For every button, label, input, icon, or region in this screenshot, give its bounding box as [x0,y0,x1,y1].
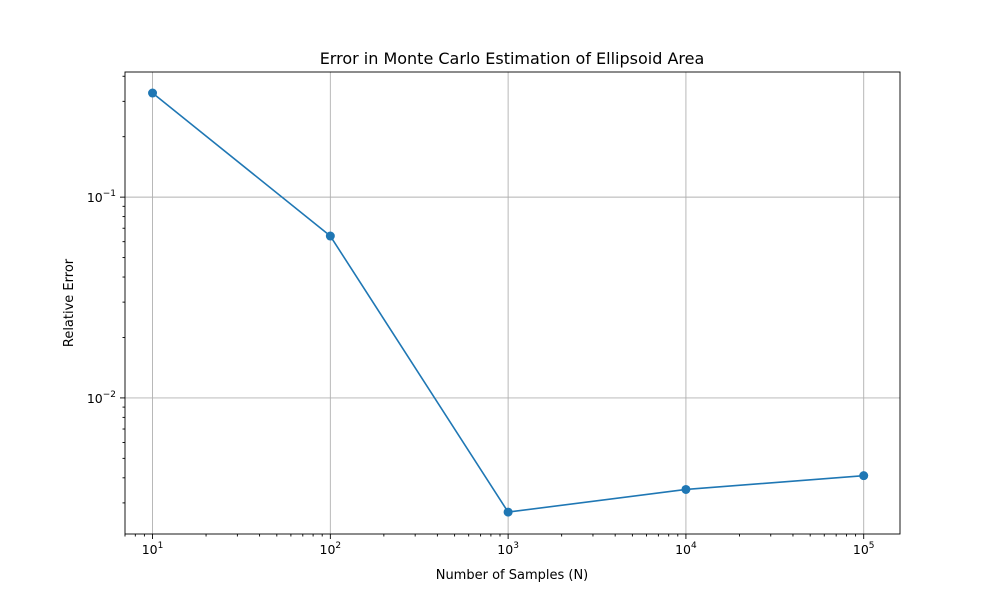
x-tick-label: 104 [675,541,697,557]
tick-layer: 101 102 103 104 105 10−2 10−1 [87,75,875,557]
y-tick-label: 10−2 [87,390,116,406]
data-point [859,471,869,481]
x-tick-label: 101 [142,541,164,557]
x-tick-label: 102 [320,541,342,557]
chart-title: Error in Monte Carlo Estimation of Ellip… [320,49,705,68]
data-point [325,231,335,241]
data-point [148,88,158,98]
x-axis-label: Number of Samples (N) [436,568,589,583]
plot-frame [124,71,901,535]
data-point [681,484,691,494]
x-tick-label: 103 [497,541,519,557]
series-layer [148,88,869,517]
y-axis-label: Relative Error [62,258,77,347]
y-tick-label: 10−1 [87,189,116,205]
grid-layer [125,72,900,534]
data-point [503,507,513,517]
x-tick-label: 105 [853,541,875,557]
